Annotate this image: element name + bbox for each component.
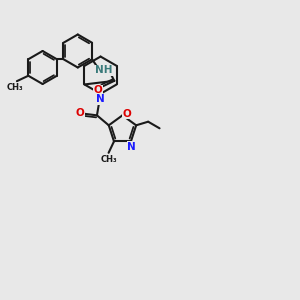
Text: CH₃: CH₃ xyxy=(100,155,117,164)
Text: CH₃: CH₃ xyxy=(7,83,24,92)
Text: N: N xyxy=(128,142,136,152)
Text: NH: NH xyxy=(95,65,113,75)
Text: O: O xyxy=(76,108,85,118)
Text: N: N xyxy=(96,94,105,104)
Text: O: O xyxy=(123,109,132,119)
Text: O: O xyxy=(94,85,102,95)
